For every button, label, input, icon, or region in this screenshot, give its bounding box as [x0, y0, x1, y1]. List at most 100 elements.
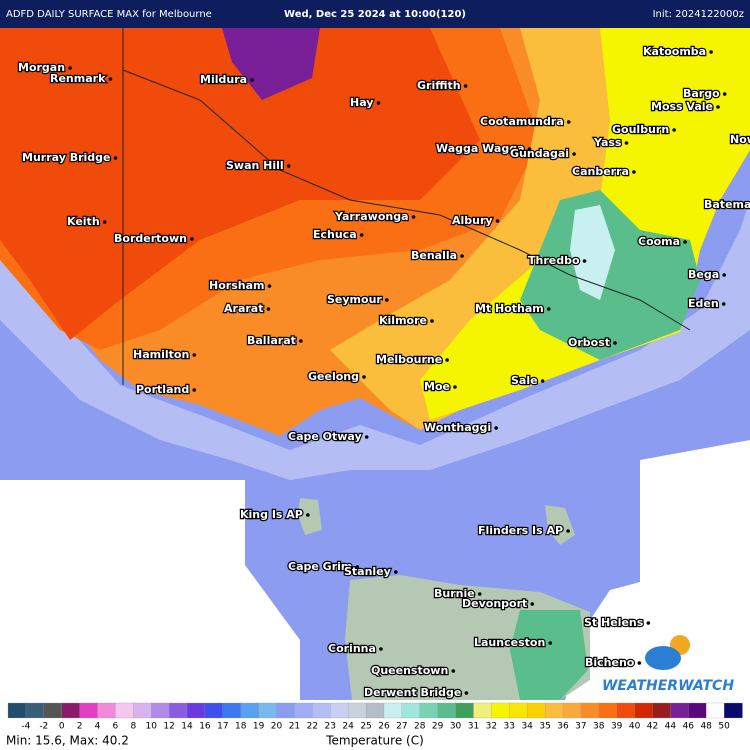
colorbar-swatch	[706, 702, 725, 719]
place-label: Keith	[67, 215, 100, 228]
place-dot	[672, 128, 676, 132]
place-dot	[250, 78, 254, 82]
logo-cloud	[645, 646, 681, 670]
colorbar-swatch	[330, 702, 349, 719]
logo-text: WEATHERWATCH	[602, 678, 734, 694]
colorbar-swatch	[168, 702, 188, 719]
place-dot	[430, 319, 434, 323]
colorbar-swatch	[186, 702, 206, 719]
colorbar-swatch	[670, 702, 689, 719]
colorbar-swatch	[598, 702, 618, 719]
colorbar-swatch	[509, 702, 528, 719]
colorbar-swatch	[151, 702, 170, 719]
place-label: Eden	[688, 297, 719, 310]
place-label: Sale	[511, 374, 538, 387]
place-dot	[451, 669, 456, 673]
colorbar-swatch	[79, 702, 99, 719]
place-label: Yass	[593, 136, 622, 149]
header-date: Wed, Dec 25 2024 at 10:00(120)	[284, 9, 466, 20]
place-label: Echuca	[313, 228, 357, 241]
colorbar-tick-label: 17	[217, 722, 228, 732]
colorbar-tick-label: 46	[683, 722, 695, 732]
place-dot	[411, 215, 416, 219]
place-label: Geelong	[308, 370, 359, 383]
colorbar-swatch	[616, 702, 636, 719]
header-bar	[0, 0, 750, 28]
place-dot	[540, 379, 545, 383]
colorbar-tick-label: 33	[504, 722, 515, 732]
place-dot	[566, 120, 571, 124]
colorbar-swatch	[437, 702, 457, 719]
colorbar-tick-label: 14	[181, 722, 193, 732]
place-dot	[637, 661, 642, 665]
colorbar-swatch	[652, 702, 672, 719]
colorbar-tick-label: -4	[21, 722, 30, 732]
colorbar-swatch	[365, 702, 385, 719]
colorbar-tick-label: 30	[450, 722, 462, 732]
place-dot	[464, 691, 469, 695]
place-label: Mt Hotham	[475, 302, 544, 315]
header-title: ADFD DAILY SURFACE MAX for Melbourne	[6, 9, 212, 20]
colorbar-tick-label: 22	[307, 722, 318, 732]
colorbar-tick-label: 29	[432, 722, 444, 732]
place-label: Wagga Wagga	[436, 142, 525, 155]
colorbar-tick-label: 20	[271, 722, 283, 732]
place-dot	[376, 101, 381, 105]
place-label: Cootamundra	[480, 115, 564, 128]
colorbar-tick-label: 26	[378, 722, 390, 732]
place-dot	[266, 307, 271, 311]
place-label: Cooma	[638, 235, 680, 248]
colorbar-swatch	[25, 702, 45, 719]
colorbar-swatch	[97, 702, 117, 719]
colorbar-tick-label: 23	[325, 722, 336, 732]
place-label: Queenstown	[371, 664, 448, 677]
place-label: Yarrawonga	[334, 210, 409, 223]
place-dot	[102, 220, 107, 224]
place-dot	[495, 219, 500, 223]
place-label: Moss Vale	[651, 100, 713, 113]
colorbar-tick-label: 40	[629, 722, 641, 732]
colorbar-swatch	[294, 702, 313, 719]
place-dot	[362, 375, 366, 379]
colorbar-tick-label: 36	[557, 722, 569, 732]
colorbar-swatch	[240, 702, 260, 719]
place-dot	[108, 77, 113, 81]
place-dot	[385, 298, 389, 302]
colorbar-swatch	[473, 702, 493, 719]
flinders-island	[545, 505, 575, 545]
place-label: Morgan	[18, 61, 65, 74]
place-label: Canberra	[572, 165, 629, 178]
place-label: Launceston	[474, 636, 545, 649]
place-dot	[527, 147, 532, 151]
place-dot	[379, 647, 383, 651]
colorbar-swatch	[258, 702, 278, 719]
place-label: Moe	[424, 380, 450, 393]
place-dot	[709, 50, 713, 54]
place-label: Flinders Is AP	[478, 524, 563, 537]
colorbar-tick-label: 0	[59, 722, 65, 732]
place-dot	[453, 385, 457, 389]
place-label: Horsham	[209, 279, 264, 292]
place-label: Mildura	[200, 73, 247, 86]
place-dot	[355, 565, 360, 569]
place-dot	[582, 259, 587, 263]
colorbar-swatch	[204, 702, 224, 719]
place-label: Thredbo	[528, 254, 580, 267]
place-label: Cape Grim	[288, 560, 352, 573]
place-label: Bicheno	[585, 656, 635, 669]
place-label: Ballarat	[247, 334, 296, 347]
colorbar-swatch	[115, 702, 134, 719]
colorbar: -4 -2 0 2 4 6 8 10 12 14 16 17 18 19 20 21 22 23 24 25 26 27 2…	[7, 702, 743, 732]
place-label: Devonport	[462, 597, 527, 610]
place-dot	[445, 358, 449, 362]
colorbar-label: Temperature (C)	[325, 734, 424, 748]
place-label: Bordertown	[114, 232, 187, 245]
place-label: Goulburn	[612, 123, 669, 136]
colorbar-tick-label: 32	[486, 722, 497, 732]
place-label: Corinna	[328, 642, 376, 655]
place-label: St Helens	[584, 616, 644, 629]
place-dot	[190, 237, 194, 241]
colorbar-swatch	[133, 702, 152, 719]
place-dot	[494, 426, 498, 430]
